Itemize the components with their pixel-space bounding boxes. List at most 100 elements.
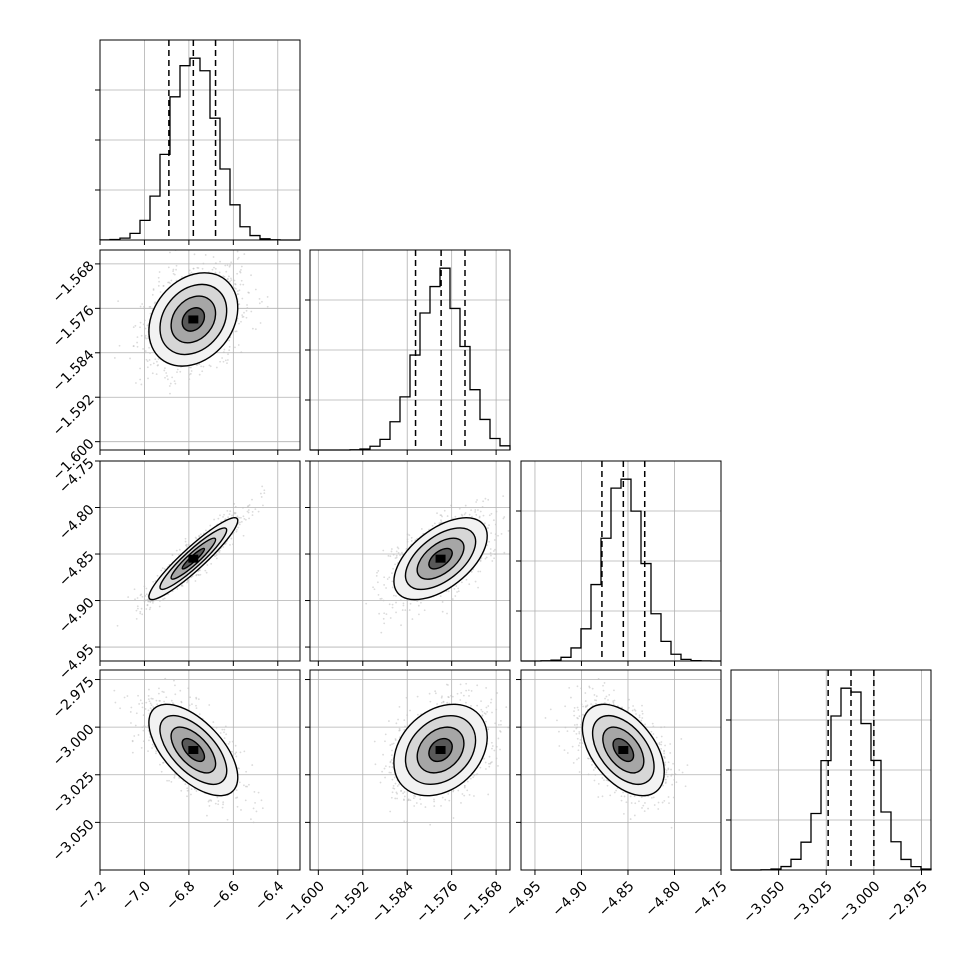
sample-point — [255, 810, 258, 813]
sample-point — [132, 326, 135, 329]
sample-point — [145, 337, 147, 340]
sample-point — [222, 801, 225, 804]
sample-point — [228, 513, 231, 516]
sample-point — [140, 334, 143, 337]
sample-point — [490, 532, 493, 535]
sample-point — [201, 267, 204, 270]
histogram-step — [521, 478, 721, 662]
sample-point — [402, 604, 405, 607]
sample-point — [240, 809, 242, 811]
sample-point — [246, 306, 249, 309]
sample-point — [408, 534, 411, 536]
sample-point — [464, 504, 467, 507]
sample-point — [230, 261, 233, 264]
sample-point — [218, 271, 221, 274]
sample-point — [485, 556, 488, 559]
sample-point — [209, 524, 212, 527]
sample-point — [237, 526, 240, 529]
sample-point — [494, 553, 497, 556]
sample-point — [243, 253, 246, 255]
sample-point — [236, 272, 239, 275]
sample-point — [141, 303, 144, 305]
sample-point — [465, 578, 468, 581]
sample-point — [236, 250, 239, 253]
sample-point — [155, 750, 158, 752]
sample-point — [503, 516, 506, 518]
sample-point — [478, 516, 481, 519]
sample-point — [492, 550, 495, 552]
sample-point — [222, 546, 225, 548]
sample-point — [118, 344, 121, 347]
sample-point — [169, 251, 171, 254]
panel-frame — [99, 460, 301, 662]
sample-point — [259, 322, 262, 324]
sample-point — [153, 745, 156, 748]
sample-point — [163, 597, 166, 600]
panel-frame — [99, 249, 301, 451]
sample-point — [379, 598, 382, 600]
sample-point — [223, 348, 226, 351]
sample-point — [222, 351, 225, 354]
sample-point — [259, 492, 262, 495]
sample-point — [399, 599, 402, 601]
density-contour — [428, 547, 453, 570]
sample-point — [233, 279, 236, 282]
sample-point — [248, 517, 250, 520]
sample-point — [502, 495, 505, 497]
sample-point — [475, 501, 478, 503]
density-contour — [393, 517, 488, 601]
sample-point — [257, 510, 260, 513]
sample-point — [147, 377, 149, 380]
sample-point — [176, 371, 178, 374]
sample-point — [146, 598, 149, 601]
sample-point — [190, 271, 193, 274]
sample-point — [157, 358, 160, 360]
sample-point — [433, 522, 436, 525]
sample-point — [417, 604, 420, 607]
sample-point — [484, 557, 487, 560]
sample-point — [159, 291, 162, 293]
sample-point — [488, 540, 491, 543]
sample-point — [266, 305, 269, 308]
sample-point — [190, 370, 193, 372]
sample-point — [394, 563, 397, 566]
density-contour — [148, 272, 239, 367]
sample-point — [237, 256, 240, 259]
sample-point — [447, 590, 450, 593]
sample-point — [151, 600, 154, 603]
sample-point — [494, 533, 497, 536]
sample-point — [224, 359, 227, 362]
sample-point — [386, 578, 389, 580]
sample-point — [134, 598, 136, 601]
sample-point — [171, 376, 174, 379]
sample-point — [208, 364, 211, 367]
sample-point — [199, 533, 202, 536]
sample-point — [152, 601, 154, 604]
sample-point — [234, 752, 237, 755]
grid-lines — [100, 250, 300, 450]
sample-point — [148, 608, 151, 611]
sample-point — [399, 554, 401, 556]
sample-point — [408, 609, 411, 611]
sample-point — [202, 262, 205, 265]
sample-point — [385, 613, 388, 615]
sample-point — [383, 584, 386, 586]
panel-content — [113, 677, 264, 824]
sample-point — [152, 362, 155, 365]
sample-point — [392, 553, 395, 556]
sample-point — [217, 803, 220, 806]
sample-point — [136, 336, 139, 339]
sample-point — [148, 346, 150, 349]
sample-point — [151, 293, 154, 296]
sample-point — [390, 550, 393, 553]
sample-point — [451, 598, 454, 600]
sample-point — [383, 576, 386, 579]
sample-point — [474, 509, 477, 511]
sample-point — [174, 382, 177, 385]
sample-point — [214, 267, 217, 270]
sample-point — [240, 320, 242, 323]
sample-point — [487, 527, 490, 529]
sample-point — [177, 553, 180, 556]
sample-point — [376, 571, 378, 574]
sample-point — [222, 275, 225, 278]
